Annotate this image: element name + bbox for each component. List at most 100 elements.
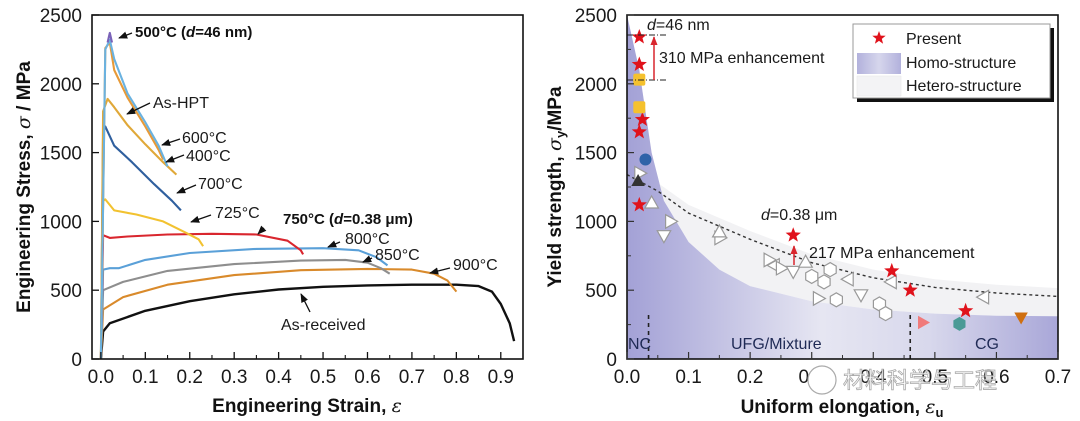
right-x-axis-title: Uniform elongation, εu bbox=[741, 396, 944, 420]
enhancement-310 bbox=[627, 34, 667, 81]
legend-item-hetero: Hetero-structure bbox=[856, 75, 1022, 97]
annotation-d038: d=0.38 μm bbox=[761, 207, 837, 224]
hetero-point-triangle-right bbox=[665, 213, 679, 230]
present-point-star bbox=[631, 29, 647, 44]
hetero-point-hexagon bbox=[829, 292, 843, 308]
homo-structure-region bbox=[627, 15, 1058, 359]
present-point-star bbox=[631, 196, 647, 212]
curve-400-c bbox=[99, 97, 178, 360]
left-y-axis-title: Engineering Stress, σ / MPa bbox=[13, 61, 35, 313]
stress-strain-chart: 0.0 0.1 0.2 0.3 0.4 0.5 0.6 0.7 0.8 0.9 0 500 1000 1… bbox=[13, 6, 524, 417]
curve-850-c bbox=[99, 258, 391, 360]
right-x-ticks: 0.00.10.20.30.40.50.60.7 bbox=[614, 352, 1071, 388]
homo-point-triangle-down bbox=[1014, 312, 1028, 325]
hetero-point-triangle-right bbox=[812, 290, 827, 307]
legend-item-homo: Homo-structure bbox=[857, 53, 1016, 74]
hetero-point-triangle-up bbox=[797, 253, 814, 268]
x-tick-label: 0.5 bbox=[922, 367, 948, 388]
hetero-point-triangle-down bbox=[785, 265, 802, 280]
stress-strain-curves bbox=[99, 31, 516, 360]
homo-point-triangle-right bbox=[918, 315, 930, 330]
annotation-310-enhancement: 310 MPa enhancement bbox=[659, 50, 825, 67]
homo-point-circle bbox=[639, 153, 652, 166]
annotation-as-received: As-received bbox=[281, 317, 365, 334]
y-tick-label: 1000 bbox=[40, 212, 82, 233]
x-tick-label: 0.6 bbox=[354, 367, 380, 388]
x-tick-label: 0.6 bbox=[983, 367, 1009, 388]
x-tick-label: 0.7 bbox=[399, 367, 425, 388]
x-tick-label: 0.9 bbox=[488, 367, 514, 388]
hetero-point-triangle-up bbox=[711, 223, 728, 238]
annotation-800c: 800°C bbox=[345, 231, 390, 248]
annotation-725c: 725°C bbox=[215, 205, 260, 222]
curve-as-hpt bbox=[99, 41, 165, 360]
left-x-ticks: 0.0 0.1 0.2 0.3 0.4 0.5 0.6 0.7 0.8 0.9 bbox=[88, 352, 514, 388]
y-tick-label: 1500 bbox=[40, 144, 82, 165]
annotation-as-hpt: As-HPT bbox=[153, 95, 209, 112]
hetero-point-triangle-down bbox=[853, 289, 869, 304]
annotation-400c: 400°C bbox=[186, 148, 231, 165]
annotation-d46: d=46 nm bbox=[647, 17, 710, 34]
y-tick-label: 500 bbox=[585, 281, 617, 302]
x-tick-label: 0.4 bbox=[265, 367, 292, 388]
annotation-700c: 700°C bbox=[198, 176, 243, 193]
svg-text:Hetero-structure: Hetero-structure bbox=[906, 78, 1022, 95]
curve-725-c bbox=[99, 198, 204, 360]
hetero-point-triangle-left bbox=[975, 289, 990, 305]
y-tick-label: 0 bbox=[71, 350, 82, 371]
right-y-axis-title: Yield strength, σy/MPa bbox=[544, 86, 568, 288]
hetero-point-triangle-down bbox=[656, 230, 672, 244]
x-tick-label: 0.1 bbox=[132, 367, 158, 388]
hetero-structure-region bbox=[627, 15, 1058, 317]
region-label-nc: NC bbox=[628, 336, 651, 353]
yield-strength-chart: 0.00.10.20.30.40.50.60.7 050010001500200… bbox=[544, 6, 1071, 420]
left-plot-frame bbox=[91, 14, 524, 360]
x-tick-label: 0.8 bbox=[443, 367, 469, 388]
homo-swatch bbox=[857, 53, 901, 74]
hetero-trend-line bbox=[626, 173, 1059, 298]
left-y-ticks: 0 500 1000 1500 2000 2500 bbox=[40, 6, 99, 371]
homo-point-square bbox=[633, 101, 646, 114]
region-label-cg: CG bbox=[975, 336, 999, 353]
present-point-star bbox=[631, 56, 647, 71]
present-point-star bbox=[785, 227, 801, 242]
annotation-600c: 600°C bbox=[182, 130, 227, 147]
annotation-850c: 850°C bbox=[375, 247, 420, 264]
hetero-point-hexagon bbox=[817, 274, 831, 290]
hetero-point-hexagon bbox=[878, 305, 893, 322]
homo-point-hexagon bbox=[953, 316, 966, 331]
left-x-axis-title: Engineering Strain, ε bbox=[212, 395, 402, 417]
present-point-star bbox=[634, 111, 650, 126]
x-tick-label: 0.1 bbox=[675, 367, 701, 388]
right-y-ticks: 0 500 1000 1500 2000 2500 bbox=[575, 6, 634, 371]
y-tick-label: 1500 bbox=[575, 144, 617, 165]
hetero-point-triangle-left bbox=[883, 274, 897, 290]
x-tick-label: 0.5 bbox=[310, 367, 336, 388]
star-icon bbox=[872, 31, 886, 44]
x-tick-label: 0.7 bbox=[1045, 367, 1071, 388]
hetero-point-triangle-up bbox=[643, 194, 660, 209]
y-tick-label: 2000 bbox=[575, 75, 617, 96]
left-annotations: 500°C (d=46 nm) As-HPT 600°C 400°C 700°C… bbox=[118, 24, 498, 334]
hetero-swatch bbox=[856, 75, 902, 97]
hetero-point-hexagon bbox=[805, 268, 819, 285]
present-point-star bbox=[631, 124, 647, 139]
annotation-750c: 750°C (d=0.38 μm) bbox=[283, 211, 413, 228]
y-tick-label: 1000 bbox=[575, 212, 617, 233]
curve-500-c bbox=[106, 31, 114, 43]
y-tick-label: 2000 bbox=[40, 75, 82, 96]
x-tick-label: 0.0 bbox=[88, 367, 114, 388]
present-point-star bbox=[958, 302, 974, 318]
region-label-ufg: UFG/Mixture bbox=[731, 336, 822, 353]
curve-900-c bbox=[99, 267, 458, 360]
annotation-500c: 500°C (d=46 nm) bbox=[135, 24, 252, 41]
hetero-point-triangle-left bbox=[839, 271, 854, 287]
wechat-icon bbox=[807, 365, 837, 395]
y-tick-label: 2500 bbox=[575, 6, 617, 27]
yield-strength-points bbox=[631, 29, 1028, 331]
x-tick-label: 0.2 bbox=[177, 367, 203, 388]
curve-as-received bbox=[99, 283, 516, 360]
svg-text:Homo-structure: Homo-structure bbox=[906, 55, 1016, 72]
x-tick-label: 0.3 bbox=[221, 367, 247, 388]
